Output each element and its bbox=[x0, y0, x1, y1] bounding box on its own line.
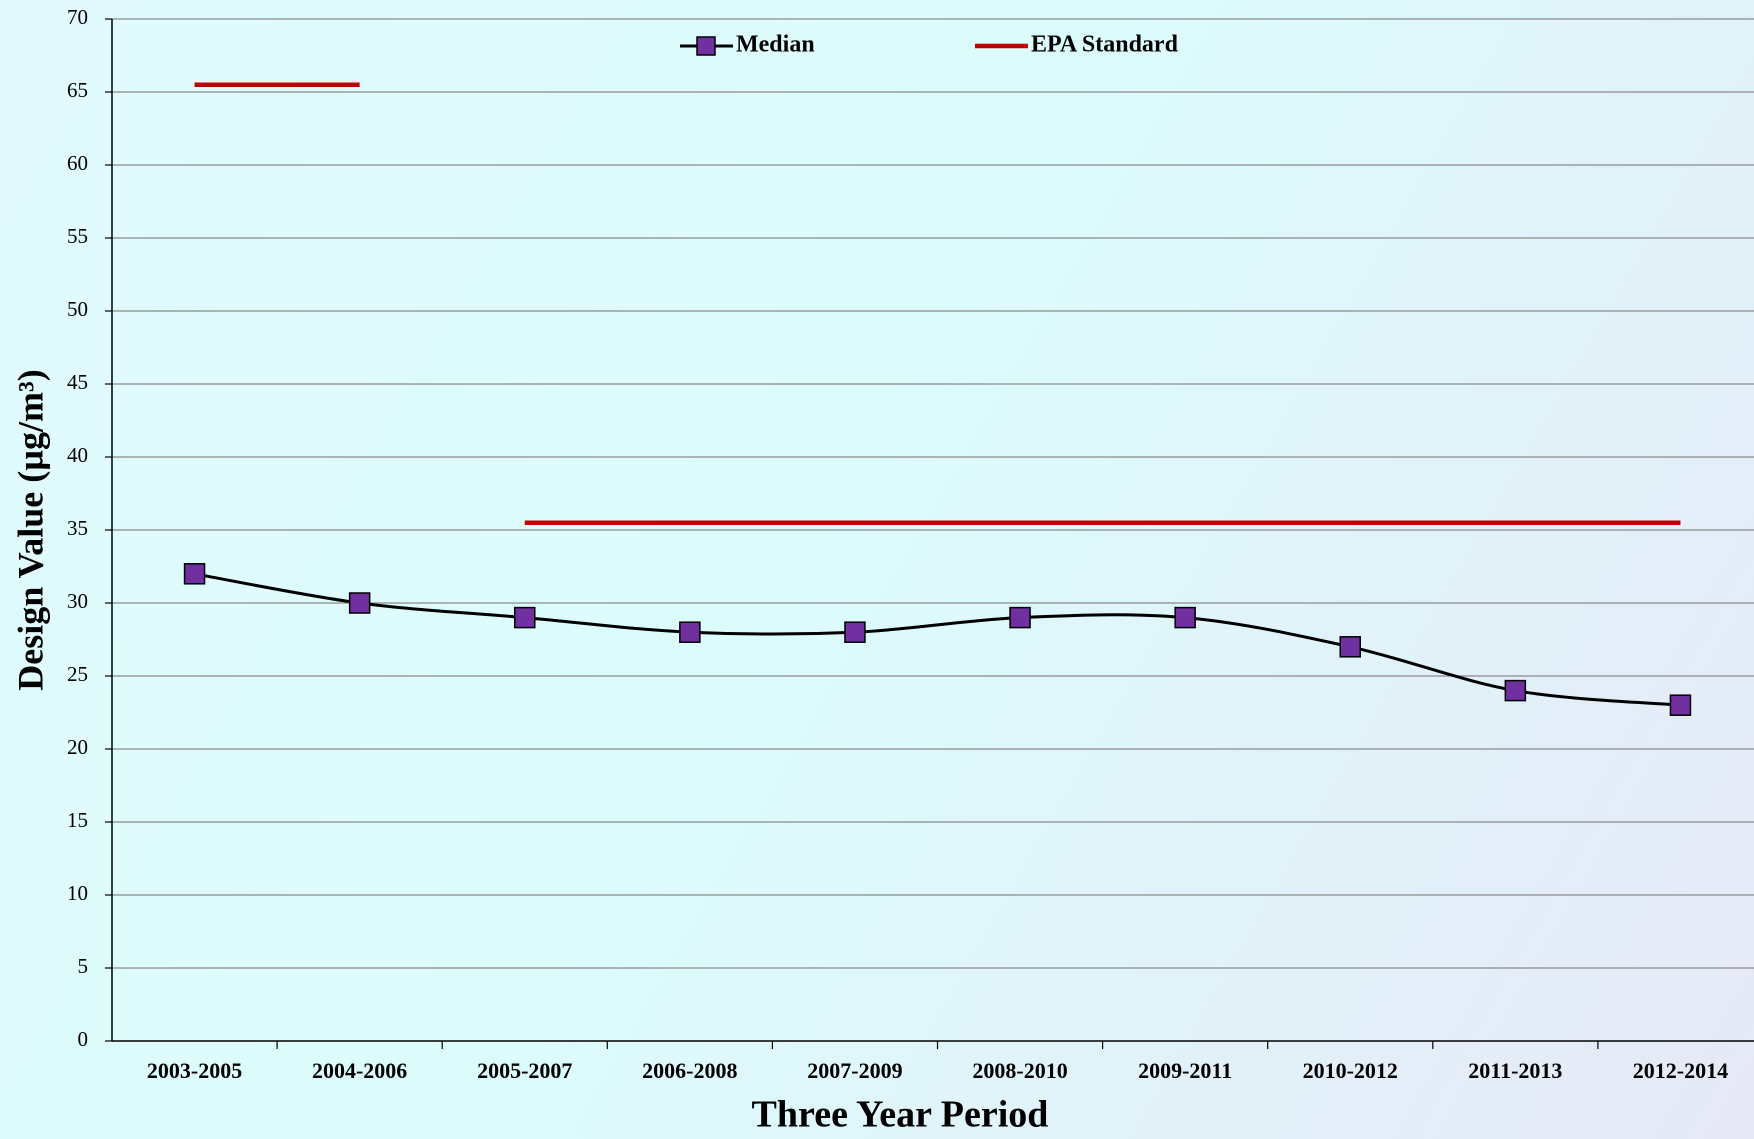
marker bbox=[1669, 694, 1692, 716]
y-tick-label: 40 bbox=[67, 443, 88, 467]
x-tick-label: 2011-2013 bbox=[1468, 1058, 1562, 1083]
marker bbox=[1174, 606, 1196, 629]
marker bbox=[1009, 606, 1031, 629]
legend-marker bbox=[696, 36, 716, 56]
y-tick-label: 60 bbox=[67, 151, 88, 175]
marker bbox=[1504, 679, 1527, 702]
x-tick-label: 2005-2007 bbox=[477, 1058, 572, 1083]
y-tick-label: 25 bbox=[67, 662, 88, 686]
x-tick-label: 2012-2014 bbox=[1633, 1058, 1728, 1083]
y-tick-label: 20 bbox=[67, 735, 88, 759]
y-tick-label: 45 bbox=[67, 370, 88, 394]
x-tick-label: 2008-2010 bbox=[972, 1058, 1067, 1083]
y-axis-title: Design Value (µg/m³) bbox=[10, 369, 50, 691]
x-tick-label: 2003-2005 bbox=[147, 1058, 242, 1083]
series-line bbox=[194, 572, 1681, 707]
y-tick-label: 65 bbox=[67, 78, 88, 102]
x-tick-label: 2006-2008 bbox=[642, 1058, 737, 1083]
marker bbox=[1339, 636, 1361, 658]
marker bbox=[844, 621, 866, 643]
legend-label: Median bbox=[736, 32, 815, 58]
y-tick-label: 70 bbox=[67, 5, 88, 29]
x-axis-title: Three Year Period bbox=[752, 1094, 1049, 1136]
y-tick-label: 35 bbox=[67, 516, 88, 540]
y-tick-label: 10 bbox=[67, 881, 88, 905]
marker bbox=[183, 563, 206, 585]
y-tick-label: 15 bbox=[67, 808, 88, 832]
marker bbox=[514, 606, 536, 629]
x-tick-label: 2010-2012 bbox=[1303, 1058, 1398, 1083]
marker bbox=[679, 621, 701, 643]
y-tick-label: 50 bbox=[67, 297, 88, 321]
y-tick-label: 5 bbox=[78, 954, 89, 978]
x-tick-label: 2004-2006 bbox=[312, 1058, 407, 1083]
legend-label: EPA Standard bbox=[1031, 32, 1179, 58]
y-tick-label: 0 bbox=[78, 1027, 89, 1051]
y-tick-label: 55 bbox=[67, 224, 88, 248]
x-tick-label: 2009-2011 bbox=[1138, 1058, 1232, 1083]
marker bbox=[348, 592, 371, 614]
y-tick-label: 30 bbox=[67, 589, 88, 613]
x-tick-label: 2007-2009 bbox=[807, 1058, 902, 1083]
